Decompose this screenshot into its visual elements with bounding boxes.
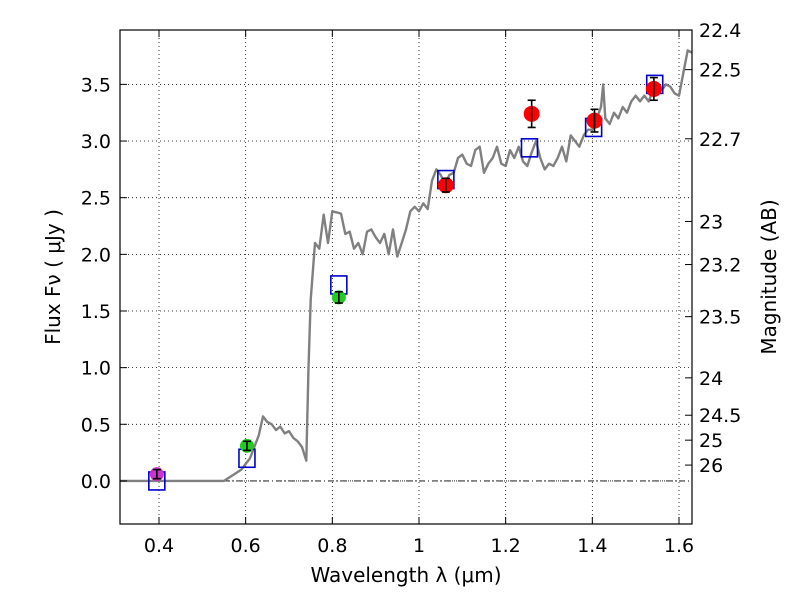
x-tick-label: 0.8: [317, 535, 347, 557]
magnitude-tick-label: 22.4: [699, 20, 741, 42]
y-tick-label: 3.5: [81, 74, 111, 96]
x-tick-label: 0.6: [231, 535, 261, 557]
model-point: [520, 138, 539, 158]
y-tick-label: 1.5: [81, 301, 111, 323]
magnitude-tick-label: 24.5: [699, 405, 741, 427]
y-tick-label: 0.5: [81, 414, 111, 436]
magnitude-tick-label: 23: [699, 211, 723, 233]
y-tick-label: 2.5: [81, 188, 111, 210]
magnitude-tick-labels: 22.4 22.5 22.7 23 23.2 23.5 24 24.5 25 26: [699, 20, 741, 477]
magnitude-tick-label: 22.5: [699, 60, 741, 82]
plot-frame: [119, 29, 693, 525]
model-spectrum: [120, 49, 693, 483]
magnitude-tick-label: 23.2: [699, 255, 741, 277]
observed-photometry: [149, 76, 662, 482]
x-tick-label: 1: [413, 535, 425, 557]
x-tick-label: 1.6: [664, 535, 694, 557]
spectrum-line: [120, 49, 693, 483]
model-photometry: [148, 74, 664, 491]
magnitude-tick-label: 23.5: [699, 307, 741, 329]
x-axis-label: Wavelength λ (μm): [310, 563, 501, 587]
y-axis-label: Flux Fν ( μJy ): [41, 209, 65, 345]
grid-lines: [120, 30, 692, 524]
magnitude-tick-label: 26: [699, 455, 723, 477]
x-tick-label: 1.4: [577, 535, 607, 557]
x-tick-label: 1.2: [491, 535, 521, 557]
magnitude-tick-label: 25: [699, 430, 723, 452]
magnitude-axis-label: Magnitude (AB): [757, 199, 781, 354]
x-tick-labels: 0.4 0.6 0.8 1 1.2 1.4 1.6: [144, 535, 694, 557]
y-tick-label: 1.0: [81, 358, 111, 380]
y-tick-label: 2.0: [81, 244, 111, 266]
magnitude-tick-label: 24: [699, 368, 723, 390]
magnitude-tick-label: 22.7: [699, 129, 741, 151]
y-tick-label: 3.0: [81, 131, 111, 153]
y-tick-label: 0.0: [81, 471, 111, 493]
y-tick-labels: 0.0 0.5 1.0 1.5 2.0 2.5 3.0 3.5: [81, 74, 111, 493]
axis-ticks: [120, 29, 692, 524]
x-tick-label: 0.4: [144, 535, 174, 557]
